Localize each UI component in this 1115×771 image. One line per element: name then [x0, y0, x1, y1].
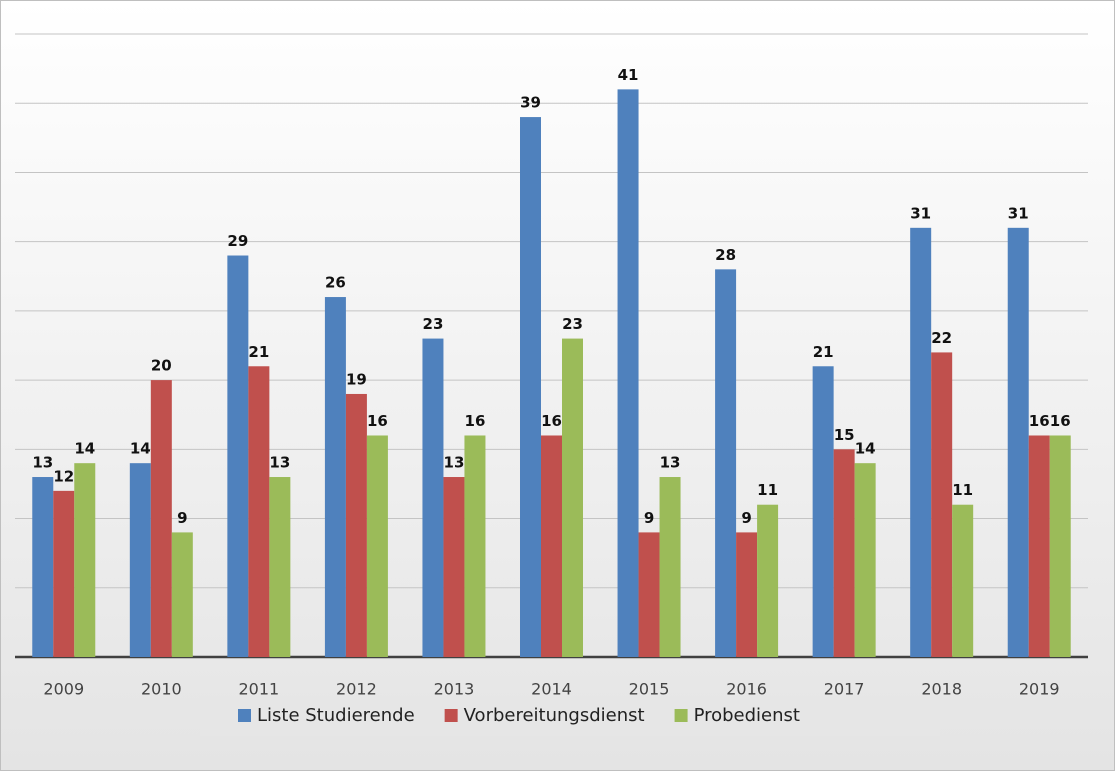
x-tick-label: 2011 — [239, 680, 280, 699]
value-label: 31 — [910, 204, 931, 222]
bar — [1028, 435, 1050, 657]
legend-swatch — [674, 709, 688, 722]
x-tick-label: 2019 — [1019, 680, 1060, 699]
legend-box — [200, 696, 940, 736]
value-label: 16 — [465, 412, 486, 430]
value-label: 22 — [931, 329, 952, 347]
value-label: 41 — [618, 66, 639, 84]
value-label: 13 — [269, 454, 290, 472]
bar — [74, 463, 96, 657]
bar — [931, 352, 953, 657]
legend-label: Probedienst — [694, 705, 800, 726]
value-label: 13 — [660, 454, 681, 472]
x-tick-label: 2012 — [336, 680, 377, 699]
bar — [269, 477, 291, 657]
bar — [541, 435, 562, 657]
value-label: 16 — [541, 412, 562, 430]
bar — [32, 477, 54, 657]
x-tick-label: 2013 — [434, 680, 475, 699]
bar — [617, 89, 639, 657]
value-label: 16 — [1029, 412, 1050, 430]
bar — [366, 435, 388, 657]
value-label: 14 — [855, 440, 876, 458]
x-tick-label: 2014 — [531, 680, 572, 699]
legend-swatch — [444, 709, 458, 722]
value-label: 31 — [1008, 204, 1029, 222]
bar — [345, 393, 367, 657]
bar — [129, 463, 151, 657]
value-label: 26 — [325, 274, 346, 292]
value-label: 14 — [74, 440, 95, 458]
x-tick-label: 2015 — [629, 680, 670, 699]
bar — [171, 532, 193, 657]
bar — [227, 255, 249, 657]
value-label: 9 — [177, 509, 187, 527]
bar — [715, 269, 737, 657]
bar — [757, 504, 779, 657]
bar — [520, 117, 541, 658]
legend-swatch — [238, 709, 251, 722]
bar — [638, 532, 660, 657]
bar — [659, 477, 681, 657]
value-label: 11 — [757, 481, 778, 499]
value-label: 15 — [834, 426, 855, 444]
value-label: 12 — [53, 467, 74, 485]
value-label: 28 — [715, 246, 736, 264]
bar — [952, 504, 974, 657]
legend-label: Vorbereitungsdienst — [464, 705, 645, 726]
value-label: 29 — [227, 232, 248, 250]
bar — [464, 435, 486, 657]
bar — [910, 227, 932, 658]
value-label: 21 — [248, 343, 269, 361]
value-label: 21 — [813, 343, 834, 361]
bar — [854, 463, 876, 657]
value-label: 16 — [367, 412, 388, 430]
bar — [324, 297, 346, 657]
bar — [248, 366, 270, 657]
value-label: 23 — [562, 315, 583, 333]
bar — [422, 338, 444, 657]
bar — [150, 380, 172, 657]
value-label: 13 — [444, 454, 465, 472]
value-label: 14 — [130, 440, 151, 458]
value-label: 19 — [346, 370, 367, 388]
bar — [1049, 435, 1071, 657]
bar — [1007, 227, 1029, 658]
x-tick-label: 2018 — [921, 680, 962, 699]
value-label: 39 — [520, 94, 541, 112]
value-label: 9 — [741, 509, 751, 527]
x-tick-label: 2016 — [726, 680, 767, 699]
value-label: 9 — [644, 509, 654, 527]
bar — [736, 532, 758, 657]
value-label: 13 — [32, 454, 53, 472]
value-label: 20 — [151, 357, 172, 375]
bar — [443, 477, 465, 657]
value-label: 23 — [423, 315, 444, 333]
bar — [833, 449, 855, 657]
x-tick-label: 2010 — [141, 680, 182, 699]
legend-label: Liste Studierende — [257, 705, 415, 726]
value-label: 11 — [952, 481, 973, 499]
bar — [53, 490, 75, 657]
x-tick-label: 2017 — [824, 680, 865, 699]
x-tick-label: 2009 — [43, 680, 84, 699]
bar — [562, 338, 583, 657]
bar — [812, 366, 834, 657]
value-label: 16 — [1050, 412, 1071, 430]
